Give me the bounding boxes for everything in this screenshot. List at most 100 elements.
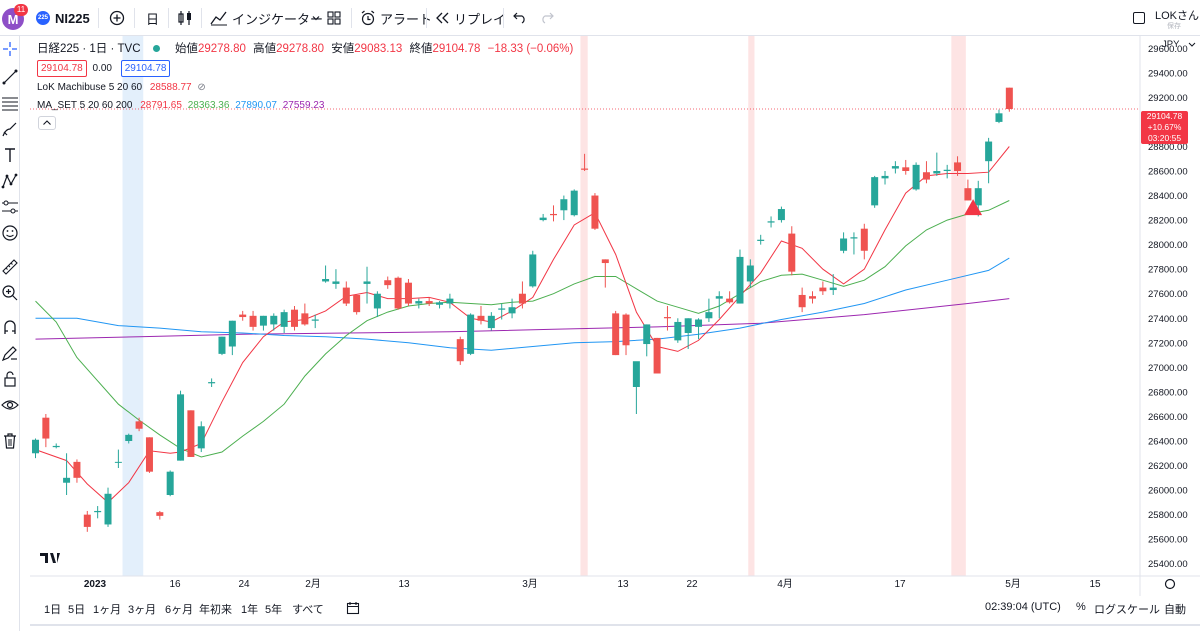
range-button[interactable]: 年初来 [199, 604, 232, 616]
trend-line-icon[interactable] [1, 68, 19, 86]
rewind-icon [436, 12, 449, 24]
lock-drawings-pencil-icon[interactable] [1, 344, 19, 362]
chart-legend-main: 日経225 · 1日 · TVC 始値29278.80 高値29278.80 安… [37, 40, 573, 56]
price-chart-canvas[interactable]: JPY29600.0029400.0029200.0029000.0028800… [30, 36, 1200, 596]
auto-scale-toggle[interactable]: 自動 [1164, 604, 1186, 616]
candle-body [280, 312, 288, 327]
range-button[interactable]: 3ヶ月 [128, 604, 157, 616]
price-tick-label: 28000.00 [1148, 240, 1188, 251]
text-tool-icon[interactable] [1, 146, 19, 164]
range-button[interactable]: 5年 [265, 604, 283, 616]
ma60-line [35, 257, 1010, 351]
prediction-icon[interactable] [1, 198, 19, 216]
percent-toggle[interactable]: % [1076, 601, 1086, 613]
undo-button[interactable] [513, 0, 527, 36]
ohlc-high-label: 高値 [253, 43, 277, 55]
candle-body [601, 259, 609, 264]
collapse-legend-button[interactable] [38, 116, 56, 130]
buy-button[interactable]: 29104.78 [120, 60, 171, 77]
candle-body [902, 167, 910, 171]
candle-body [653, 337, 661, 374]
candle-body [518, 293, 526, 304]
drawing-toolbar [0, 36, 20, 631]
indicators-dropdown[interactable] [311, 0, 321, 36]
interval-button[interactable]: 日 [146, 0, 159, 36]
candle-body [570, 190, 578, 216]
candle-body [363, 281, 371, 284]
candle-body [1005, 87, 1013, 110]
save-status[interactable]: 保存 [1167, 23, 1181, 30]
candle-body [94, 510, 102, 513]
candle-body [228, 320, 236, 347]
redo-button[interactable] [540, 0, 554, 36]
candle-body [114, 461, 122, 463]
alert-label: アラート [380, 11, 433, 27]
indicator-legend-2[interactable]: MA_SET 5 20 60 200 28791.65 28363.36 278… [37, 100, 324, 111]
sell-button[interactable]: 29104.78 [37, 60, 87, 77]
compare-symbol-button[interactable] [109, 0, 125, 36]
price-tick-label: 27800.00 [1148, 265, 1188, 276]
indicators-button[interactable]: インジケーター [210, 0, 323, 36]
templates-button[interactable] [327, 0, 341, 36]
range-button[interactable]: すべて [292, 604, 324, 616]
candle-body [270, 315, 278, 325]
indicator-legend-1[interactable]: LoK Machibuse 5 20 60 28588.77 ⊘ [37, 82, 206, 93]
user-name[interactable]: LOKさん [1155, 10, 1200, 22]
price-tick-label: 28800.00 [1148, 142, 1188, 153]
range-button[interactable]: 1年 [241, 604, 259, 616]
chevron-down-icon [312, 16, 320, 21]
emoji-icon[interactable] [1, 224, 19, 242]
price-tick-label: 29400.00 [1148, 68, 1188, 79]
indicator-value: 28588.77 [149, 82, 192, 93]
candle-body [477, 315, 485, 321]
candle-body [695, 319, 703, 327]
go-to-date-icon[interactable] [346, 601, 360, 615]
price-tick-label: 28600.00 [1148, 167, 1188, 178]
replay-button[interactable]: リプレイ [435, 0, 506, 36]
candle-body [218, 336, 226, 354]
range-button[interactable]: 5日 [68, 604, 86, 616]
crosshair-icon[interactable] [1, 40, 19, 58]
price-tick-label: 27200.00 [1148, 338, 1188, 349]
candle-body [726, 298, 734, 303]
price-tick-label: 26800.00 [1148, 387, 1188, 398]
utc-clock[interactable]: 02:39:04 (UTC) [985, 601, 1061, 613]
symbol-search-button[interactable]: 225 NI225 [36, 0, 90, 36]
signal-band [951, 36, 966, 576]
candle-body [591, 195, 599, 229]
ruler-icon[interactable] [1, 258, 19, 276]
time-tick-label: 5月 [1005, 578, 1021, 590]
range-button[interactable]: 6ヶ月 [165, 604, 194, 616]
chart-type-button[interactable] [177, 0, 193, 36]
chart-pane[interactable]: JPY29600.0029400.0029200.0029000.0028800… [30, 36, 1200, 596]
brush-icon[interactable] [1, 120, 19, 138]
candle-body [964, 188, 972, 201]
candle-body [757, 239, 765, 241]
range-button[interactable]: 1日 [44, 604, 62, 616]
candle-body [239, 314, 247, 318]
price-tick-label: 28200.00 [1148, 216, 1188, 227]
candle-body [156, 512, 164, 516]
range-button[interactable]: 1ヶ月 [93, 604, 122, 616]
notification-badge[interactable]: 11 [14, 4, 28, 16]
price-tick-label: 27600.00 [1148, 289, 1188, 300]
market-status-dot [152, 45, 160, 52]
candle-body [177, 394, 185, 461]
pattern-icon[interactable] [1, 172, 19, 190]
candle-body [508, 307, 516, 314]
alert-button[interactable]: アラート [360, 0, 432, 36]
candle-body [819, 287, 827, 292]
magnet-icon[interactable] [1, 318, 19, 336]
trash-icon[interactable] [1, 432, 19, 450]
avatar-letter: M [7, 11, 19, 27]
candle-body [829, 287, 837, 291]
eye-icon[interactable] [1, 396, 19, 414]
layout-checkbox-icon[interactable] [1133, 12, 1145, 24]
zoom-in-icon[interactable] [1, 284, 19, 302]
candle-body [550, 213, 557, 216]
lock-icon[interactable] [1, 370, 19, 388]
hidden-indicator-icon[interactable]: ⊘ [197, 82, 206, 93]
horizontal-lines-icon[interactable] [1, 94, 19, 112]
candle-body [353, 294, 361, 313]
log-scale-toggle[interactable]: ログスケール [1094, 604, 1160, 616]
